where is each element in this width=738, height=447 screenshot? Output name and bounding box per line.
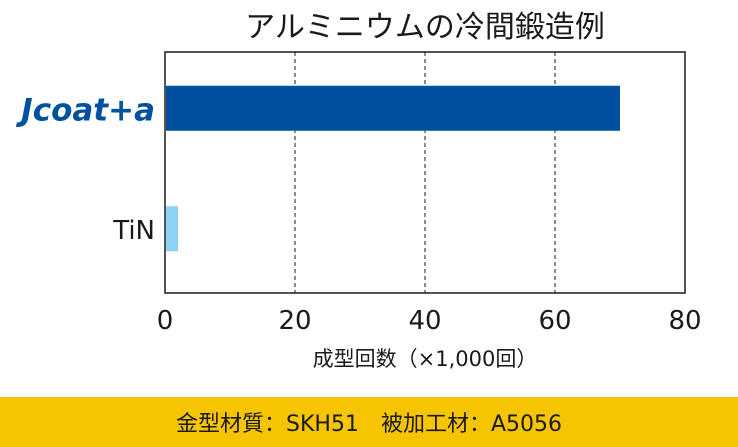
x-tick-label-0: 0 bbox=[157, 306, 174, 336]
category-labels: Jcoat+a TiN bbox=[15, 92, 155, 246]
chart-title: アルミニウムの冷間鍛造例 bbox=[245, 10, 605, 45]
bar-jcoat-a bbox=[166, 85, 620, 131]
bar-chart: Jcoat+a TiN 0 20 40 60 80 成型回数（×1,000回） bbox=[15, 51, 702, 371]
bar-tin bbox=[166, 206, 178, 252]
footer-band: 金型材質：SKH51 被加工材：A5056 bbox=[0, 397, 738, 447]
category-label-jcoat-a: Jcoat+a bbox=[15, 92, 155, 128]
category-label-tin: TiN bbox=[112, 216, 155, 246]
x-tick-label-40: 40 bbox=[408, 306, 441, 336]
grid-lines bbox=[294, 52, 556, 293]
footer-text: 金型材質：SKH51 被加工材：A5056 bbox=[176, 412, 562, 437]
x-tick-label-80: 80 bbox=[668, 306, 701, 336]
x-axis-label: 成型回数（×1,000回） bbox=[313, 347, 538, 371]
x-tick-label-20: 20 bbox=[278, 306, 311, 336]
plot-frame bbox=[164, 51, 686, 294]
bars bbox=[166, 85, 620, 252]
x-tick-labels: 0 20 40 60 80 bbox=[157, 306, 702, 336]
x-tick-label-60: 60 bbox=[538, 306, 571, 336]
